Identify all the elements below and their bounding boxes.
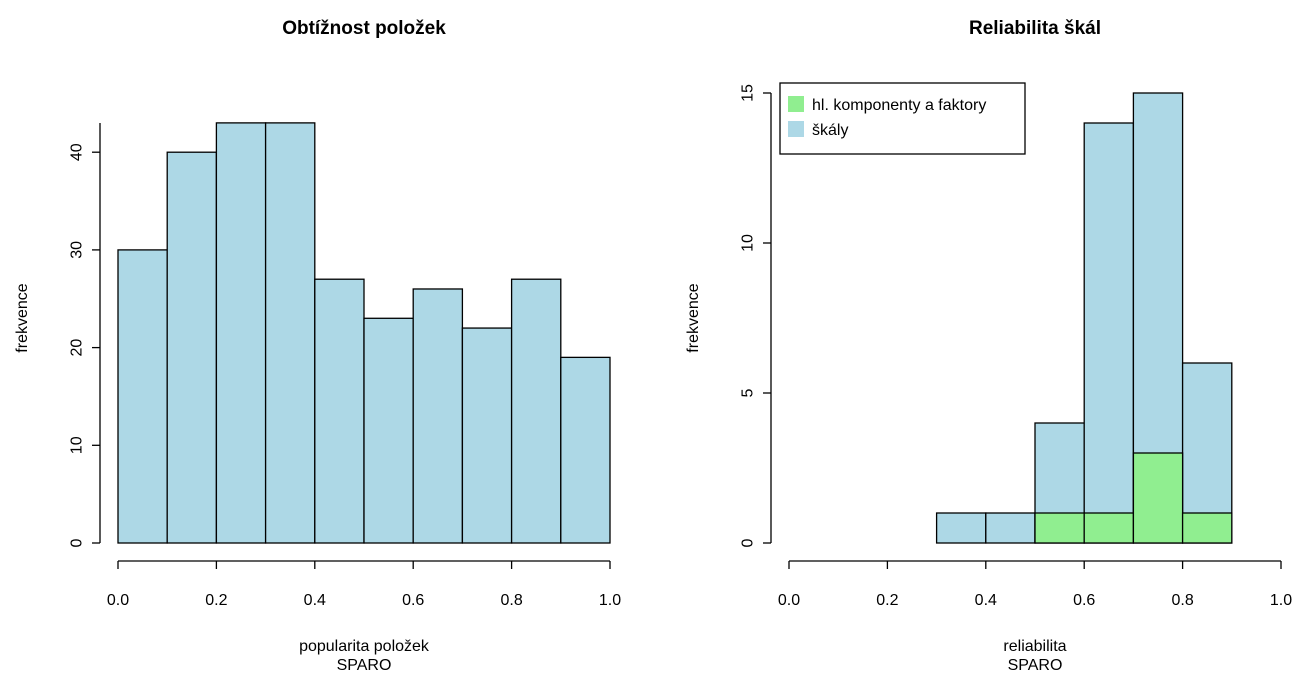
y-tick-label: 0 <box>69 538 86 547</box>
legend-frame <box>779 82 1026 155</box>
y-axis-label: frekvence <box>685 283 702 352</box>
x-axis: 0.0 0.2 0.4 0.6 0.8 1.0 <box>107 560 621 609</box>
bar-1 <box>985 512 1036 544</box>
x-tick-label: 1.0 <box>1270 592 1292 609</box>
y-tick-label: 0 <box>740 538 757 547</box>
x-axis-label: reliabilita <box>1003 638 1066 655</box>
chart-title: Obtížnost položek <box>282 18 446 39</box>
chart-title: Reliabilita škál <box>969 18 1101 39</box>
x-tick-label: 0.6 <box>1073 592 1095 609</box>
bar-8 <box>510 278 562 544</box>
x-tick-label: 0.4 <box>975 592 997 609</box>
legend-swatch-components <box>788 96 804 112</box>
bar-7 <box>461 327 513 544</box>
y-axis: 0 10 20 30 40 <box>69 123 101 547</box>
legend: hl. komponenty a faktory škály <box>779 82 1026 155</box>
bar-components-2 <box>1034 512 1085 544</box>
x-axis-sublabel: SPARO <box>1008 657 1063 674</box>
y-tick-label: 15 <box>740 84 757 102</box>
bar-1 <box>166 151 218 544</box>
x-tick-label: 0.4 <box>304 592 326 609</box>
y-axis-label: frekvence <box>14 283 31 352</box>
histogram-scale-reliability: Reliabilita škál 0 5 10 15 0.0 0.2 0.4 0.6 0.8 1… <box>685 18 1292 674</box>
x-tick-label: 0.6 <box>402 592 424 609</box>
x-tick-label: 0.0 <box>107 592 129 609</box>
legend-label-components: hl. komponenty a faktory <box>812 97 986 114</box>
bar-3 <box>264 122 316 544</box>
x-tick-label: 0.8 <box>500 592 522 609</box>
y-tick-label: 5 <box>740 388 757 397</box>
bar-2 <box>215 122 267 544</box>
histogram-item-difficulty: Obtížnost položek 0 10 20 30 40 0.0 0.2 0.4 0.6… <box>14 18 621 674</box>
legend-swatch-scales <box>788 121 804 137</box>
x-axis-sublabel: SPARO <box>337 657 392 674</box>
y-tick-label: 40 <box>69 143 86 161</box>
x-tick-label: 0.2 <box>876 592 898 609</box>
x-tick-label: 0.2 <box>205 592 227 609</box>
bar-components-5 <box>1181 512 1233 544</box>
bar-9 <box>560 356 611 544</box>
y-tick-label: 10 <box>69 436 86 454</box>
y-tick-label: 30 <box>69 241 86 259</box>
y-tick-label: 10 <box>740 234 757 252</box>
y-axis: 0 5 10 15 <box>740 84 772 547</box>
x-axis: 0.0 0.2 0.4 0.6 0.8 1.0 <box>778 560 1292 609</box>
x-tick-label: 0.8 <box>1171 592 1193 609</box>
bar-components-3 <box>1083 512 1135 544</box>
bar-5 <box>363 317 414 544</box>
x-tick-label: 1.0 <box>599 592 621 609</box>
bars <box>117 122 611 544</box>
x-axis-label: popularita položek <box>299 638 430 655</box>
bar-4 <box>314 278 365 544</box>
bar-0 <box>117 249 168 544</box>
bar-components-4 <box>1132 452 1184 544</box>
legend-label-scales: škály <box>812 122 848 139</box>
bar-3 <box>1083 122 1135 544</box>
x-tick-label: 0.0 <box>778 592 800 609</box>
bar-6 <box>412 288 464 544</box>
y-tick-label: 20 <box>69 339 86 357</box>
bars <box>935 92 1233 544</box>
bar-0 <box>935 512 987 544</box>
